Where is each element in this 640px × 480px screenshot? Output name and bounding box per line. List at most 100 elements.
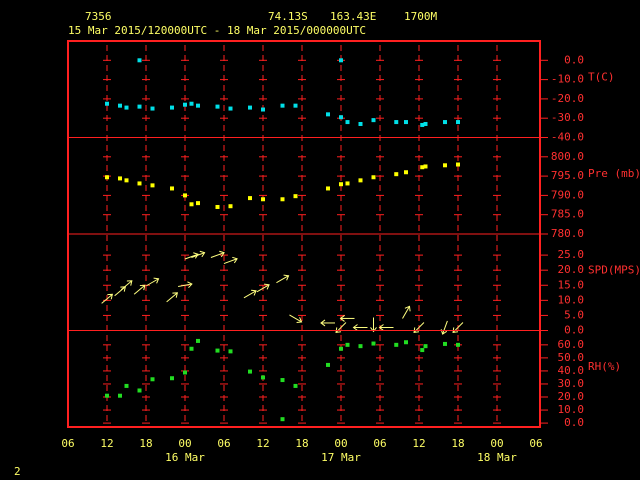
arrow-shaft (402, 306, 410, 319)
x-tick-label: 00 (334, 437, 347, 450)
point (228, 349, 233, 354)
point (293, 103, 298, 108)
point (150, 183, 155, 188)
x-tick-label: 06 (373, 437, 386, 450)
point (394, 120, 399, 125)
point (358, 178, 363, 183)
point (196, 201, 200, 206)
point (280, 378, 285, 383)
arrow-head (413, 327, 420, 334)
point (443, 120, 447, 125)
point (150, 106, 155, 111)
y-tick-label: 15.0 (558, 278, 585, 291)
x-tick-label: 12 (412, 437, 425, 450)
point (326, 362, 330, 367)
point (105, 175, 109, 180)
point (339, 346, 343, 351)
y-tick-label: 795.0 (551, 169, 584, 182)
wind-arrow (289, 314, 303, 324)
point (339, 115, 343, 120)
axis-label: RH(%) (588, 360, 621, 373)
point (248, 196, 252, 201)
point (124, 383, 129, 388)
arrow-head (219, 250, 225, 258)
point (261, 197, 265, 202)
wind-arrow (339, 315, 355, 322)
wind-arrow (146, 277, 160, 287)
point (118, 176, 122, 181)
arrow-head (187, 281, 193, 289)
wind-arrow (320, 319, 335, 327)
point (189, 346, 194, 351)
wind-arrow (223, 256, 238, 265)
y-tick-label: 0.0 (564, 416, 584, 429)
wind-arrow (243, 289, 257, 299)
y-tick-label: 40.0 (558, 364, 585, 377)
longitude: 163.43E (330, 10, 376, 23)
point (137, 181, 142, 186)
point (345, 120, 350, 125)
point (394, 172, 399, 177)
arrow-head (199, 250, 206, 258)
point (456, 162, 460, 167)
x-tick-label: 12 (100, 437, 113, 450)
arrow-head (232, 256, 238, 264)
point (248, 105, 252, 110)
point (215, 348, 220, 353)
arrow-head (172, 292, 179, 298)
latitude: 74.13S (268, 10, 308, 23)
point (183, 370, 187, 375)
point (137, 58, 142, 63)
point (420, 348, 425, 353)
point (189, 101, 194, 106)
arrow-head (404, 305, 411, 312)
point (293, 194, 298, 199)
x-tick-label: 06 (217, 437, 230, 450)
point (170, 105, 174, 110)
point (394, 342, 399, 347)
page-number: 2 (14, 465, 21, 478)
arrow-shaft (166, 292, 178, 303)
arrow-shaft (133, 284, 146, 295)
arrow-shaft (178, 283, 192, 287)
point (280, 417, 285, 422)
arrow-shaft (276, 275, 289, 284)
wind-arrow (166, 292, 179, 303)
axis-label: SPD(MPS) (588, 263, 640, 276)
arrow-head (339, 315, 345, 322)
arrow-head (251, 289, 257, 296)
axis-label: Pre (mb) (588, 167, 640, 180)
point (358, 121, 363, 126)
wind-arrow (120, 280, 133, 291)
point (345, 342, 350, 347)
arrow-shaft (191, 252, 205, 258)
arrow-head (126, 280, 133, 286)
date-label: 17 Mar (321, 451, 361, 464)
y-tick-label: 10.0 (558, 293, 585, 306)
arrow-shaft (184, 253, 199, 260)
arrow-head (283, 274, 290, 281)
arrow-head (153, 277, 160, 284)
point (404, 120, 408, 125)
y-tick-label: 780.0 (551, 227, 584, 240)
point (420, 165, 425, 170)
arrow-head (452, 327, 459, 334)
point (105, 393, 109, 398)
arrow-head (378, 324, 384, 331)
date-label: 16 Mar (165, 451, 205, 464)
point (404, 170, 408, 175)
arrow-shaft (223, 258, 238, 265)
station-id: 7356 (85, 10, 112, 23)
y-tick-label: 0.0 (564, 324, 584, 337)
y-tick-label: -40.0 (551, 131, 584, 144)
arrow-shaft (442, 320, 448, 335)
arrow-head (370, 327, 377, 333)
point (371, 175, 376, 180)
point (196, 338, 200, 343)
point (404, 340, 408, 345)
frame (67, 40, 541, 428)
point (196, 103, 200, 108)
point (105, 101, 109, 106)
wind-arrow (370, 317, 377, 333)
